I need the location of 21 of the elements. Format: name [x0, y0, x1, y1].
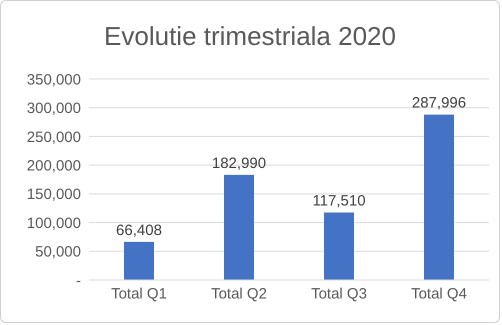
data-label: 287,996: [412, 94, 466, 112]
x-tick-label: Total Q1: [111, 286, 167, 303]
y-tick-label: 300,000: [26, 100, 81, 118]
x-tick-label: Total Q2: [211, 286, 267, 303]
y-tick-label: 50,000: [35, 244, 81, 261]
y-tick-label: 250,000: [26, 128, 81, 146]
y-tick-label: 350,000: [26, 71, 81, 88]
bar: [224, 174, 254, 280]
bar: [324, 212, 354, 280]
x-tick-label: Total Q4: [411, 286, 467, 303]
y-tick-label: 150,000: [26, 186, 81, 204]
bar: [124, 242, 154, 280]
y-tick-label: -: [76, 272, 81, 290]
y-tick-label: 200,000: [26, 157, 81, 174]
bar: [424, 114, 454, 280]
data-label: 66,408: [116, 222, 162, 239]
y-tick-label: 100,000: [26, 214, 81, 232]
x-tick-label: Total Q3: [311, 286, 367, 303]
data-label: 117,510: [312, 192, 366, 210]
data-label: 182,990: [212, 154, 266, 172]
chart-title: Evolutie trimestriala 2020: [103, 21, 397, 52]
